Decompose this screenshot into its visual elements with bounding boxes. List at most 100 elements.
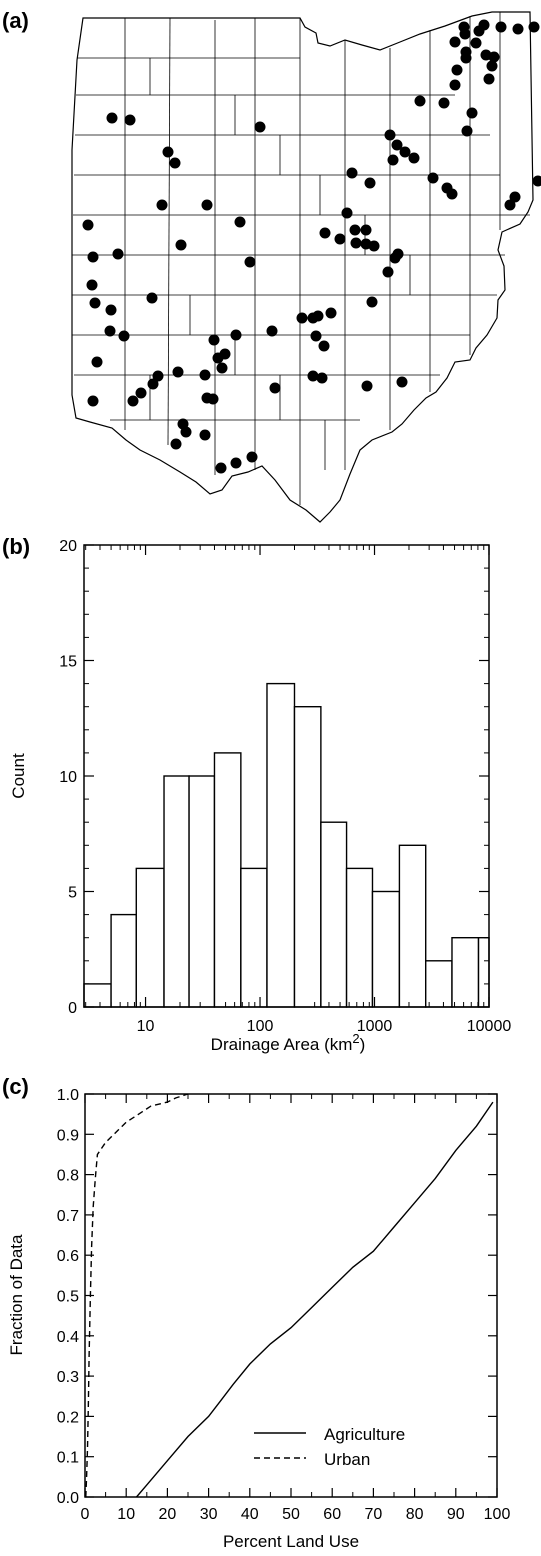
y-tick-label: 0.5 [57,1289,79,1306]
site-marker [361,380,373,392]
county-boundaries [72,12,530,505]
site-marker [438,97,450,109]
site-marker [152,370,164,382]
site-marker [244,256,256,268]
site-marker [528,21,540,33]
y-tick-label: 10 [59,769,77,786]
panel-a-label: (a) [2,8,29,33]
y-tick-label: 0.3 [57,1369,79,1386]
y-tick-label: 20 [59,538,77,555]
panel-c-label: (c) [2,1074,29,1099]
site-marker [127,395,139,407]
site-marker [504,199,516,211]
histogram-bar [188,775,216,1008]
site-marker [266,325,278,337]
y-tick-label: 5 [68,885,77,902]
ohio-county-map [71,11,541,523]
panel-b-label: (b) [2,534,30,559]
site-marker [382,266,394,278]
site-marker [427,172,439,184]
site-marker [495,21,507,33]
y-tick-label: 1.0 [57,1087,79,1104]
site-marker [461,125,473,137]
site-marker [466,107,478,119]
drainage-histogram: 0 5 10 15 20 10 100 1000 10000 Count Drainage Ar… [9,538,511,1054]
site-marker [312,310,324,322]
y-tick-label: 0.1 [57,1450,79,1467]
cdf-legend: Agriculture Urban [254,1425,405,1469]
site-marker [246,451,258,463]
site-marker [112,248,124,260]
site-marker [87,395,99,407]
site-marker [360,224,372,236]
x-tick-label: 20 [159,1506,177,1523]
histogram-bar [345,867,374,1008]
site-marker [478,19,490,31]
site-marker [318,340,330,352]
y-tick-label: 0.6 [57,1248,79,1265]
site-marker [384,129,396,141]
histogram-bar [398,844,427,1008]
site-marker [106,112,118,124]
site-marker [180,426,192,438]
histogram-bar [135,867,165,1008]
site-marker [219,348,231,360]
land-use-cdf: 0.0 0.1 0.2 0.3 0.4 0.5 0.6 0.7 0.8 0.9 1.0 0 10 20 30… [7,1087,510,1551]
histogram-bar [477,937,490,1008]
site-marker [446,188,458,200]
x-tick-label: 80 [406,1506,424,1523]
site-marker [91,356,103,368]
site-marker [254,121,266,133]
legend-agriculture-label: Agriculture [324,1425,405,1444]
site-marker [230,329,242,341]
x-tick-label: 100 [247,1018,274,1035]
histogram-ticks: 0 5 10 15 20 10 100 1000 10000 [59,538,511,1035]
y-tick-label: 0 [68,1000,77,1017]
legend-urban-label: Urban [324,1450,370,1469]
site-marker [234,216,246,228]
y-tick-label: 0.0 [57,1490,79,1507]
histogram-y-axis-title: Count [9,753,28,799]
site-marker [316,372,328,384]
site-marker [310,330,322,342]
x-tick-label: 30 [200,1506,218,1523]
site-marker [470,37,482,49]
histogram-x-axis-title: Drainage Area (km2) [211,1031,366,1054]
site-marker [199,369,211,381]
site-marker [86,279,98,291]
y-tick-label: 15 [59,654,77,671]
site-marker [199,429,211,441]
site-marker [366,296,378,308]
site-marker [449,79,461,91]
y-tick-label: 0.4 [57,1329,79,1346]
y-tick-label: 0.7 [57,1208,79,1225]
site-marker [147,378,159,390]
site-marker [364,177,376,189]
site-marker [483,73,495,85]
site-marker [346,167,358,179]
site-marker [488,51,500,63]
site-marker [162,146,174,158]
site-marker [460,46,472,58]
x-tick-label: 60 [323,1506,341,1523]
site-marker [269,382,281,394]
y-tick-label: 0.9 [57,1127,79,1144]
site-marker [341,207,353,219]
site-marker [307,370,319,382]
site-marker [451,64,463,76]
site-marker [215,462,227,474]
site-marker [207,393,219,405]
histogram-bar [320,821,348,1008]
site-marker [104,325,116,337]
site-marker [399,146,411,158]
site-marker [118,330,130,342]
site-marker [296,312,308,324]
x-tick-label: 1000 [357,1018,393,1035]
site-marker [124,114,136,126]
cdf-ticks: 0.0 0.1 0.2 0.3 0.4 0.5 0.6 0.7 0.8 0.9 1.0 0 10 20 30… [57,1087,511,1523]
site-marker [208,334,220,346]
x-tick-label: 90 [447,1506,465,1523]
site-marker [216,362,228,374]
cdf-frame [84,1093,498,1498]
